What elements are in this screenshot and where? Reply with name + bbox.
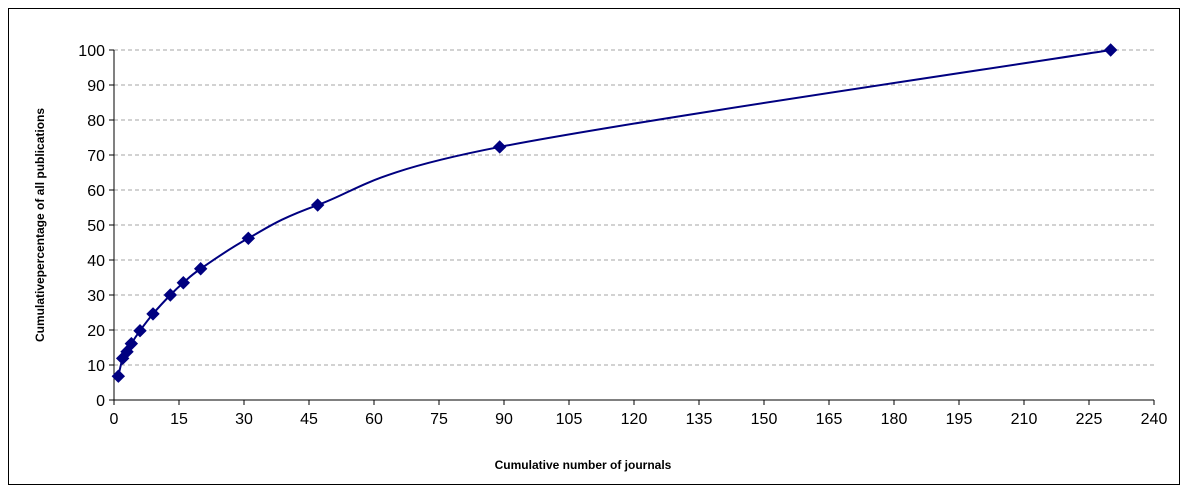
x-tick-label: 225 bbox=[1076, 411, 1103, 428]
chart-svg: 0 15 30 45 60 75 90 105 120 135 150 165 180 195 210 225… bbox=[33, 43, 1168, 472]
x-tick-label: 135 bbox=[686, 411, 713, 428]
y-tick-label: 10 bbox=[87, 358, 105, 375]
y-tick-label: 70 bbox=[87, 148, 105, 165]
data-point-marker bbox=[163, 288, 178, 302]
y-tick-label: 60 bbox=[87, 183, 105, 200]
series-group bbox=[111, 43, 1118, 383]
data-point-marker bbox=[124, 336, 139, 351]
y-axis-ticks: 0 10 20 30 40 50 60 70 80 90 100 bbox=[78, 43, 114, 410]
y-tick-label: 40 bbox=[87, 253, 105, 270]
y-tick-label: 50 bbox=[87, 218, 105, 235]
series-line bbox=[117, 49, 1111, 377]
x-tick-label: 15 bbox=[170, 411, 188, 428]
y-tick-label: 80 bbox=[87, 113, 105, 130]
x-tick-label: 60 bbox=[365, 411, 383, 428]
chart-frame: 0 15 30 45 60 75 90 105 120 135 150 165 180 195 210 225… bbox=[8, 8, 1180, 485]
data-point-marker bbox=[111, 369, 126, 383]
y-tick-label: 30 bbox=[87, 288, 105, 305]
y-tick-label: 90 bbox=[87, 78, 105, 95]
data-point-marker bbox=[193, 262, 208, 276]
y-tick-label: 0 bbox=[96, 393, 105, 410]
x-tick-label: 45 bbox=[300, 411, 318, 428]
gridlines bbox=[114, 49, 1154, 366]
x-tick-label: 0 bbox=[110, 411, 119, 428]
data-point-marker bbox=[133, 323, 147, 338]
x-tick-label: 195 bbox=[946, 411, 973, 428]
data-point-marker bbox=[241, 231, 256, 246]
x-axis-ticks: 0 15 30 45 60 75 90 105 120 135 150 165 180 195 210 225… bbox=[110, 400, 1168, 428]
y-tick-label: 100 bbox=[78, 43, 105, 60]
data-point-marker bbox=[492, 140, 507, 154]
x-axis-title: Cumulative number of journals bbox=[495, 458, 672, 472]
x-tick-label: 165 bbox=[816, 411, 843, 428]
data-point-marker bbox=[310, 198, 325, 212]
x-tick-label: 120 bbox=[621, 411, 648, 428]
data-point-marker bbox=[1103, 43, 1118, 57]
y-axis-title: Cumulativepercentage of all publications bbox=[33, 108, 47, 342]
x-tick-label: 210 bbox=[1011, 411, 1038, 428]
x-tick-label: 150 bbox=[751, 411, 778, 428]
x-tick-label: 105 bbox=[556, 411, 583, 428]
x-tick-label: 75 bbox=[430, 411, 448, 428]
data-point-marker bbox=[146, 307, 160, 321]
x-tick-label: 90 bbox=[495, 411, 513, 428]
x-tick-label: 30 bbox=[235, 411, 253, 428]
x-tick-label: 240 bbox=[1141, 411, 1168, 428]
x-tick-label: 180 bbox=[881, 411, 908, 428]
y-tick-label: 20 bbox=[87, 323, 105, 340]
data-point-marker bbox=[176, 276, 191, 290]
